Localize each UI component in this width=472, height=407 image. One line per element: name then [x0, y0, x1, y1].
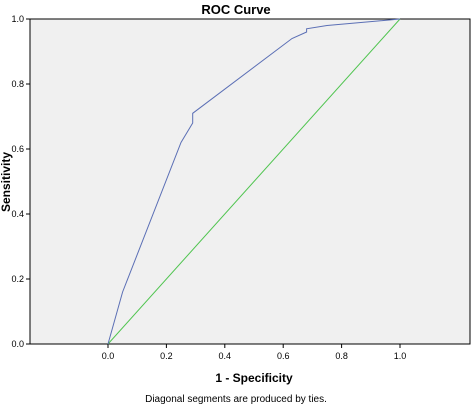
- chart-title: ROC Curve: [201, 2, 270, 17]
- y-tick-label-1: 0.2: [11, 274, 24, 284]
- y-tick-label-5: 1.0: [11, 14, 24, 24]
- y-tick-label-2: 0.4: [11, 209, 24, 219]
- x-tick-label-1: 0.2: [160, 351, 173, 361]
- x-tick-label-3: 0.6: [277, 351, 290, 361]
- reference-diagonal-line: [107, 18, 401, 345]
- ticks-layer: 0.0 0.2 0.4 0.6 0.8 1.0 0.0 0.2 0.4 0.6 0.8 1.0: [11, 14, 406, 361]
- x-tick-label-5: 1.0: [394, 351, 407, 361]
- y-tick-label-0: 0.0: [11, 339, 24, 349]
- x-tick-label-4: 0.8: [335, 351, 348, 361]
- y-tick-label-4: 0.8: [11, 79, 24, 89]
- x-tick-label-2: 0.4: [219, 351, 232, 361]
- plot-area: [29, 18, 471, 345]
- series-layer: [107, 18, 401, 345]
- x-axis-label: 1 - Specificity: [215, 371, 293, 385]
- x-tick-label-0: 0.0: [102, 351, 115, 361]
- y-tick-label-3: 0.6: [11, 144, 24, 154]
- roc-curve-line: [107, 18, 401, 345]
- chart-footnote: Diagonal segments are produced by ties.: [145, 394, 327, 405]
- y-axis-label: Sensitivity: [0, 152, 13, 212]
